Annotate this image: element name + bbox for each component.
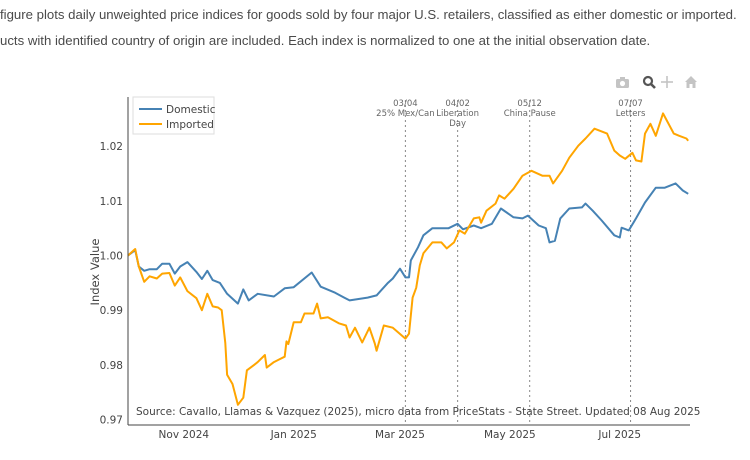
legend-box <box>132 96 215 135</box>
intro-text-line-2: ucts with identified country of origin a… <box>0 33 651 48</box>
series-line-imported <box>127 112 689 406</box>
source-annotation: Source: Cavallo, Llamas & Vazquez (2025)… <box>136 406 700 418</box>
zoom-icon[interactable] <box>642 75 656 89</box>
event-label: Liberation <box>436 109 479 119</box>
y-tick-label: 0.99 <box>100 305 123 317</box>
home-icon[interactable] <box>685 76 697 88</box>
y-tick-label: 0.97 <box>100 415 123 427</box>
event-label: 03/04 <box>393 99 418 109</box>
y-tick-label: 1.00 <box>100 251 123 263</box>
event-label: Day <box>449 119 466 129</box>
y-tick-label: 0.98 <box>100 360 123 372</box>
intro-text-line-1: figure plots daily unweighted price indi… <box>0 7 737 22</box>
event-label: China Pause <box>504 109 556 119</box>
y-axis-title: Index Value <box>88 239 102 306</box>
event-label: 07/07 <box>618 99 643 109</box>
y-tick-label: 1.01 <box>100 196 123 208</box>
x-tick-label: Mar 2025 <box>375 429 425 441</box>
pan-icon[interactable] <box>661 76 673 88</box>
y-tick-label: 1.02 <box>100 141 123 153</box>
camera-icon[interactable] <box>616 77 629 88</box>
event-label: 04/02 <box>445 99 470 109</box>
legend[interactable]: Domestic Imported <box>132 96 216 135</box>
x-tick-label: Nov 2024 <box>159 429 210 441</box>
x-tick-label: Jul 2025 <box>597 429 641 441</box>
x-tick-label: May 2025 <box>484 429 536 441</box>
legend-label-domestic[interactable]: Domestic <box>166 104 216 116</box>
event-label: 25% Mex/Can <box>376 109 434 119</box>
event-label: 05/12 <box>517 99 542 109</box>
x-tick-label: Jan 2025 <box>270 429 317 441</box>
modebar <box>616 75 697 89</box>
legend-label-imported[interactable]: Imported <box>166 119 214 131</box>
event-label: Letters <box>616 109 646 119</box>
series-line-domestic <box>127 182 689 305</box>
